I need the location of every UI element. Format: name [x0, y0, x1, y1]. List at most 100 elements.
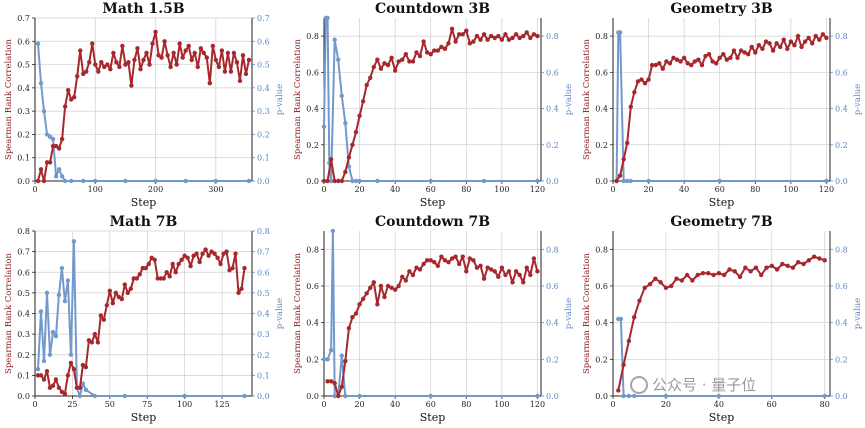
correlation-point — [224, 249, 229, 254]
correlation-point — [239, 286, 244, 291]
correlation-point — [671, 55, 676, 61]
chart-panel: 0 20 40 60 80 0.0 0.2 0.4 0.6 0.8 0.0 0.2 0.4 0.6 0.8 G… — [582, 214, 863, 424]
y-tick-label-left: 0.1 — [17, 371, 30, 380]
correlation-point — [206, 253, 211, 258]
correlation-point — [65, 373, 71, 378]
x-axis-label: Step — [420, 411, 446, 424]
correlation-point — [371, 280, 377, 285]
correlation-point — [343, 169, 348, 175]
y-tick-label-left: 0.0 — [595, 392, 608, 401]
x-tick-label: 80 — [461, 185, 471, 194]
x-tick-label: 200 — [148, 185, 163, 194]
y-tick-label-left: 0.0 — [595, 177, 608, 186]
correlation-point — [767, 41, 772, 46]
correlation-point — [385, 62, 391, 68]
correlation-point — [215, 255, 220, 261]
correlation-point — [822, 258, 827, 263]
correlation-point — [760, 46, 765, 51]
correlation-point — [664, 59, 669, 64]
correlation-point — [242, 265, 247, 271]
x-tick-label: 100 — [494, 185, 509, 194]
correlation-point — [336, 393, 341, 399]
correlation-point — [824, 35, 829, 41]
correlation-point — [653, 62, 658, 68]
correlation-point — [535, 33, 540, 39]
correlation-point — [171, 50, 176, 56]
chart-panel: 0 25 50 75 100 125 0.0 0.1 0.2 0.3 0.4 0.5 0.6 0.7 0.8… — [4, 214, 285, 424]
correlation-point — [796, 259, 801, 265]
pvalue-point — [53, 174, 59, 179]
correlation-point — [246, 57, 252, 63]
correlation-point — [679, 278, 685, 283]
correlation-point — [93, 62, 98, 67]
correlation-point — [228, 69, 234, 74]
correlation-point — [417, 267, 423, 272]
correlation-point — [153, 29, 158, 35]
pvalue-point — [428, 178, 433, 184]
chart-title: Math 7B — [110, 214, 178, 230]
pvalue-point — [330, 228, 336, 234]
y-tick-label-left: 0.6 — [595, 68, 608, 77]
pvalue-point — [50, 136, 56, 142]
watermark-text: 公众号 · 量子位 — [652, 376, 757, 394]
correlation-point — [731, 48, 737, 53]
correlation-point — [400, 57, 405, 62]
correlation-point — [360, 296, 366, 302]
correlation-point — [503, 32, 508, 37]
correlation-line — [617, 255, 826, 391]
y-tick-label-left: 0.8 — [595, 245, 608, 254]
pvalue-point — [717, 178, 722, 184]
correlation-point — [364, 291, 369, 296]
correlation-point — [471, 258, 476, 263]
correlation-point — [392, 68, 398, 73]
y-tick-label-left: 0.0 — [306, 177, 319, 186]
correlation-point — [161, 276, 166, 281]
correlation-point — [531, 32, 537, 37]
correlation-point — [467, 256, 473, 261]
chart-title: Math 1.5B — [102, 1, 184, 17]
correlation-point — [141, 57, 146, 63]
correlation-point — [492, 269, 497, 274]
correlation-point — [400, 274, 405, 280]
correlation-point — [35, 178, 41, 184]
correlation-point — [382, 61, 387, 66]
correlation-point — [59, 136, 65, 142]
y-axis-label-left: Spearman Rank Correlation — [582, 38, 592, 160]
pvalue-point — [123, 178, 128, 184]
pvalue-point — [44, 132, 50, 137]
y-tick-label-right: 0.8 — [257, 227, 270, 236]
correlation-point — [368, 75, 373, 80]
correlation-point — [657, 61, 662, 66]
correlation-point — [122, 282, 127, 287]
y-tick-label-left: 0.2 — [595, 141, 608, 150]
correlation-point — [104, 303, 110, 308]
correlation-point — [81, 71, 86, 77]
correlation-point — [513, 32, 519, 37]
correlation-point — [439, 44, 444, 50]
correlation-point — [492, 35, 497, 41]
y-tick-label-right: 0.7 — [257, 248, 270, 257]
y-axis-label-right: p-value — [275, 298, 285, 329]
correlation-point — [758, 272, 764, 278]
pvalue-point — [71, 239, 77, 244]
correlation-point — [328, 379, 334, 384]
correlation-point — [485, 37, 490, 42]
correlation-point — [50, 143, 56, 149]
correlation-point — [200, 251, 205, 256]
y-tick-label-right: 0.4 — [257, 310, 270, 319]
correlation-point — [234, 60, 240, 65]
correlation-point — [642, 285, 647, 291]
correlation-point — [167, 274, 172, 279]
correlation-point — [71, 366, 77, 372]
y-tick-label-left: 0.5 — [17, 61, 30, 70]
pvalue-point — [92, 393, 98, 399]
correlation-point — [403, 278, 409, 283]
y-tick-label-right: 0.8 — [835, 32, 848, 41]
correlation-point — [237, 78, 243, 84]
correlation-line — [327, 255, 539, 397]
pvalue-point — [339, 353, 344, 358]
correlation-point — [125, 290, 130, 296]
x-axis-label: Step — [420, 196, 446, 209]
pvalue-point — [350, 178, 355, 184]
correlation-point — [456, 32, 462, 37]
